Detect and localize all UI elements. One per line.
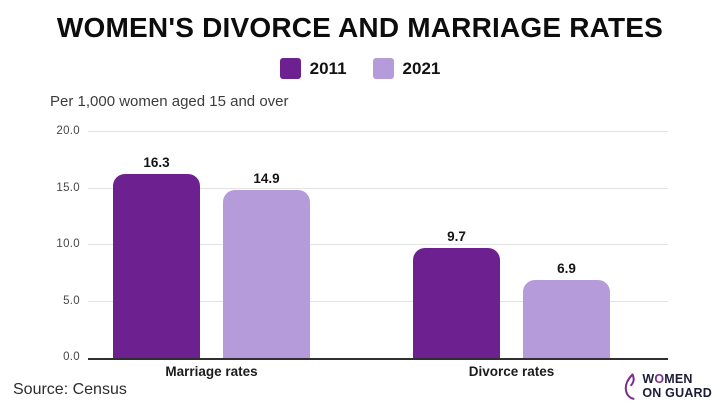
category-label-divorce-rates: Divorce rates (468, 364, 555, 379)
bar-slot-2021-divorce-rates: 6.9 (523, 132, 610, 358)
logo-line2: ON GUARD (642, 385, 712, 400)
bar-group-divorce-rates: 9.7 6.9 Divorce rates (413, 132, 610, 379)
women-on-guard-logo: WOMEN ON GUARD (623, 372, 712, 400)
legend-swatch-2011 (279, 58, 301, 79)
value-label-2021-marriage-rates: 14.9 (253, 170, 280, 186)
bar-2021-divorce-rates (523, 280, 610, 358)
gridline-5.0 (88, 300, 668, 302)
logo-text: WOMEN ON GUARD (642, 372, 712, 400)
axis-units-label: Per 1,000 women aged 15 and over (50, 93, 289, 110)
logo-o-accent: O (654, 372, 665, 386)
legend-item-2011: 2011 (279, 58, 347, 79)
bar-2011-divorce-rates (413, 248, 500, 358)
value-label-2011-divorce-rates: 9.7 (447, 229, 466, 245)
bar-2021-marriage-rates (223, 189, 310, 358)
plot-area: 16.3 14.9 Marriage rates 9.7 6.9 Divorce rate… (88, 131, 668, 379)
value-label-2021-divorce-rates: 6.9 (557, 261, 576, 277)
y-tick-label-5.0: 5.0 (63, 294, 80, 307)
bar-2011-marriage-rates (113, 173, 200, 358)
gridline-20.0 (88, 131, 668, 132)
bar-group-marriage-rates: 16.3 14.9 Marriage rates (113, 132, 310, 379)
legend-label-2011: 2011 (309, 58, 347, 78)
logo-line1: WOMEN (642, 372, 693, 386)
bar-slot-2011-marriage-rates: 16.3 (113, 132, 200, 358)
chart-title: WOMEN'S DIVORCE AND MARRIAGE RATES (56, 12, 664, 43)
y-tick-label-0.0: 0.0 (63, 351, 80, 363)
legend-label-2021: 2021 (402, 58, 441, 78)
y-tick-label-20.0: 20.0 (56, 125, 80, 137)
legend: 2011 2021 (0, 58, 720, 79)
value-label-2011-marriage-rates: 16.3 (143, 154, 170, 170)
category-label-marriage-rates: Marriage rates (165, 364, 258, 379)
gridline-15.0 (88, 187, 668, 189)
legend-swatch-2021 (372, 58, 394, 79)
gridline-10.0 (88, 244, 668, 245)
y-tick-label-15.0: 15.0 (56, 181, 80, 194)
legend-item-2021: 2021 (372, 58, 441, 79)
y-axis: 0.0 5.0 10.0 15.0 20.0 (0, 125, 80, 363)
bar-slot-2021-marriage-rates: 14.9 (223, 132, 310, 358)
y-tick-label-10.0: 10.0 (56, 238, 80, 250)
source-note: Source: Census (13, 381, 127, 398)
logo-hand-icon (625, 373, 636, 400)
bar-slot-2011-divorce-rates: 9.7 (413, 132, 500, 358)
